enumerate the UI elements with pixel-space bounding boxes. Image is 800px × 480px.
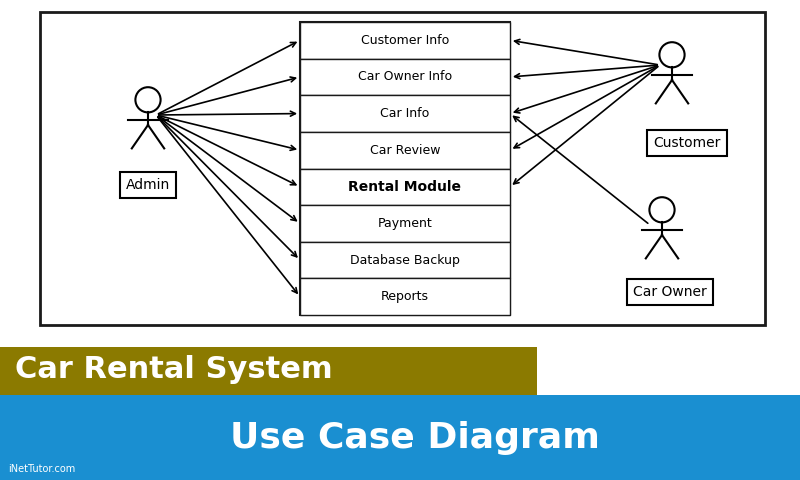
Text: Payment: Payment — [378, 217, 432, 230]
Text: Car Rental System: Car Rental System — [15, 356, 333, 384]
Text: iNetTutor.com: iNetTutor.com — [8, 464, 75, 474]
Bar — [300, 242, 510, 278]
Bar — [300, 168, 510, 205]
Bar — [300, 22, 510, 59]
Bar — [300, 205, 510, 242]
Text: Customer: Customer — [654, 136, 721, 150]
Text: Car Owner Info: Car Owner Info — [358, 71, 452, 84]
Text: Car Owner: Car Owner — [633, 285, 707, 299]
Text: Customer Info: Customer Info — [361, 34, 449, 47]
Text: Database Backup: Database Backup — [350, 253, 460, 266]
Text: Use Case Diagram: Use Case Diagram — [230, 421, 600, 455]
Text: Rental Module: Rental Module — [349, 180, 462, 194]
Bar — [300, 132, 510, 168]
Bar — [300, 22, 510, 315]
Bar — [300, 59, 510, 95]
Bar — [40, 12, 765, 325]
Bar — [0, 347, 537, 480]
Bar — [300, 278, 510, 315]
Text: Car Info: Car Info — [380, 107, 430, 120]
Text: Admin: Admin — [126, 178, 170, 192]
Bar — [300, 95, 510, 132]
Text: Reports: Reports — [381, 290, 429, 303]
Bar — [0, 395, 800, 480]
Text: Car Review: Car Review — [370, 144, 440, 156]
